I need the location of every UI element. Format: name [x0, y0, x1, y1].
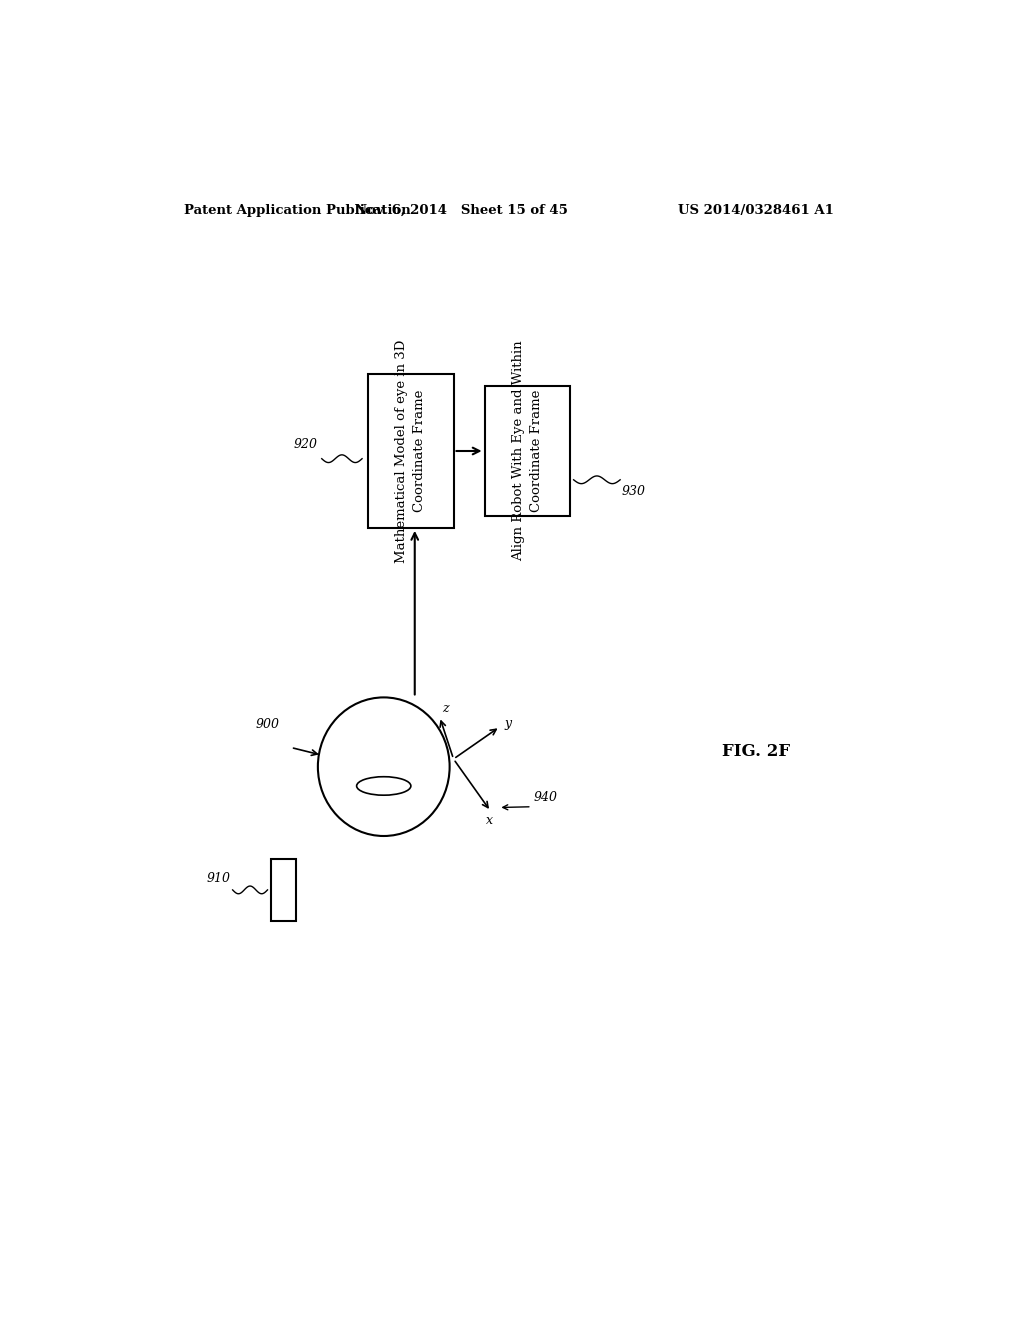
- Text: Nov. 6, 2014   Sheet 15 of 45: Nov. 6, 2014 Sheet 15 of 45: [354, 205, 567, 218]
- Text: 910: 910: [206, 871, 230, 884]
- Text: Align Robot With Eye and Within
Coordinate Frame: Align Robot With Eye and Within Coordina…: [512, 341, 543, 561]
- Text: x: x: [485, 814, 493, 828]
- Text: Patent Application Publication: Patent Application Publication: [183, 205, 411, 218]
- Ellipse shape: [317, 697, 450, 836]
- Text: 900: 900: [256, 718, 280, 731]
- Bar: [271, 859, 296, 921]
- Text: y: y: [504, 717, 511, 730]
- Bar: [369, 374, 454, 528]
- Bar: [484, 385, 569, 516]
- Ellipse shape: [356, 776, 411, 795]
- Text: Mathematical Model of eye in 3D
Coordinate Frame: Mathematical Model of eye in 3D Coordina…: [395, 339, 426, 562]
- Text: 940: 940: [534, 791, 557, 804]
- Text: US 2014/0328461 A1: US 2014/0328461 A1: [678, 205, 834, 218]
- Text: FIG. 2F: FIG. 2F: [722, 743, 790, 760]
- Text: 930: 930: [622, 484, 646, 498]
- Text: 920: 920: [294, 438, 317, 451]
- Text: z: z: [442, 702, 450, 715]
